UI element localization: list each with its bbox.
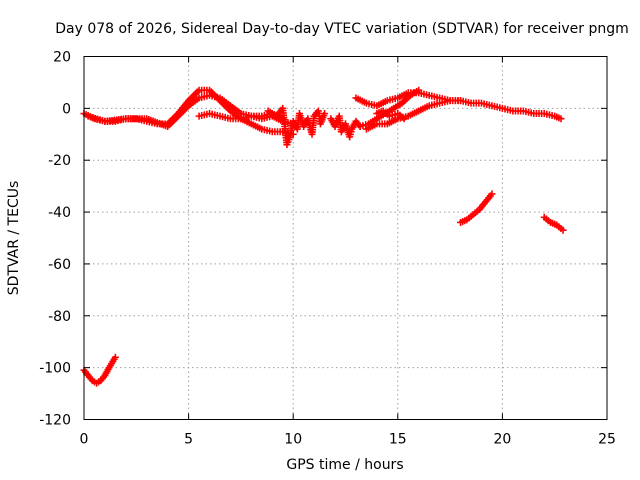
series-low-arc	[80, 353, 119, 387]
data-point	[457, 97, 465, 105]
y-axis-label: SDTVAR / TECUs	[6, 181, 22, 296]
y-tick-label: -60	[48, 257, 71, 273]
chart-title: Day 078 of 2026, Sidereal Day-to-day VTE…	[55, 21, 629, 37]
y-tick-label: -120	[39, 413, 71, 429]
plot-frame	[83, 56, 608, 420]
x-tick-label: 25	[598, 432, 616, 448]
series-mid-arc-1	[457, 190, 496, 226]
y-tick-label: -40	[48, 205, 71, 221]
series-mid-arc-2	[540, 213, 567, 234]
y-tick-label: -100	[39, 361, 71, 377]
y-axis-ticks: -120 -100 -80 -60 -40 -20 0 20	[39, 50, 607, 429]
data-point	[559, 226, 567, 234]
x-axis-label: GPS time / hours	[286, 457, 403, 473]
data-point	[557, 115, 565, 123]
data-point	[488, 190, 496, 198]
x-tick-label: 0	[80, 432, 89, 448]
x-tick-label: 20	[493, 432, 511, 448]
x-tick-label: 10	[284, 432, 302, 448]
x-tick-label: 15	[389, 432, 407, 448]
y-tick-label: 20	[53, 50, 71, 66]
data-point	[111, 353, 119, 361]
data-point	[400, 115, 408, 123]
series-upper-track-g	[373, 107, 408, 123]
grid	[84, 56, 607, 420]
plot-points	[80, 86, 567, 387]
x-tick-label: 5	[184, 432, 193, 448]
y-tick-label: -20	[48, 153, 71, 169]
x-axis-ticks: 0 5 10 15 20 25	[80, 56, 616, 448]
y-tick-label: 0	[62, 101, 71, 117]
y-tick-label: -80	[48, 309, 71, 325]
series-scatter-mid	[264, 104, 329, 149]
data-point	[415, 86, 423, 94]
data-point	[321, 110, 329, 118]
